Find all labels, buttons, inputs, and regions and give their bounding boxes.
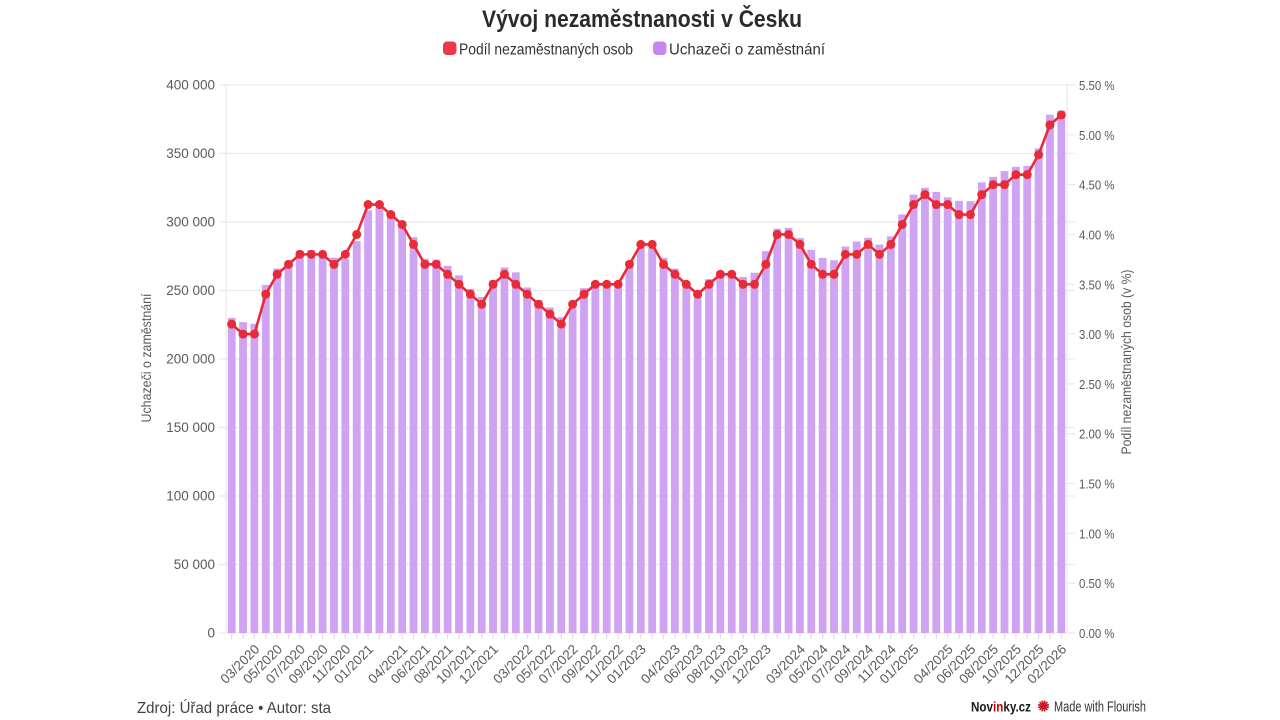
svg-text:5.00 %: 5.00 %	[1079, 128, 1115, 143]
svg-text:2.50 %: 2.50 %	[1079, 377, 1115, 392]
svg-text:Podíl nezaměstnaných osob (v %: Podíl nezaměstnaných osob (v %)	[1119, 270, 1134, 455]
svg-text:150 000: 150 000	[166, 420, 215, 435]
svg-text:Uchazeči o zaměstnání: Uchazeči o zaměstnání	[139, 293, 154, 422]
svg-text:50 000: 50 000	[174, 557, 215, 572]
svg-text:350 000: 350 000	[166, 146, 215, 161]
svg-text:2.00 %: 2.00 %	[1079, 427, 1115, 442]
svg-text:4.00 %: 4.00 %	[1079, 228, 1115, 243]
svg-text:5.50 %: 5.50 %	[1079, 78, 1115, 93]
svg-text:1.00 %: 1.00 %	[1079, 526, 1115, 541]
svg-text:0: 0	[207, 626, 215, 641]
svg-text:400 000: 400 000	[166, 78, 215, 93]
svg-text:3.50 %: 3.50 %	[1079, 277, 1115, 292]
svg-text:300 000: 300 000	[166, 215, 215, 230]
svg-text:4.50 %: 4.50 %	[1079, 178, 1115, 193]
svg-text:Uchazeči o zaměstnání: Uchazeči o zaměstnání	[669, 42, 826, 59]
svg-text:0.50 %: 0.50 %	[1079, 576, 1115, 591]
svg-text:Vývoj nezaměstnanosti v Česku: Vývoj nezaměstnanosti v Česku	[482, 5, 802, 33]
svg-text:1.50 %: 1.50 %	[1079, 477, 1115, 492]
svg-text:Made with Flourish: Made with Flourish	[1054, 700, 1146, 716]
svg-text:3.00 %: 3.00 %	[1079, 327, 1115, 342]
svg-text:200 000: 200 000	[166, 352, 215, 367]
svg-text:0.00 %: 0.00 %	[1079, 626, 1115, 641]
svg-text:100 000: 100 000	[166, 489, 215, 504]
svg-text:250 000: 250 000	[166, 283, 215, 298]
svg-text:Novinky.cz: Novinky.cz	[971, 699, 1031, 715]
svg-text:Zdroj: Úřad práce • Autor: sta: Zdroj: Úřad práce • Autor: sta	[137, 698, 331, 717]
svg-text:Podíl nezaměstnaných osob: Podíl nezaměstnaných osob	[459, 42, 633, 59]
